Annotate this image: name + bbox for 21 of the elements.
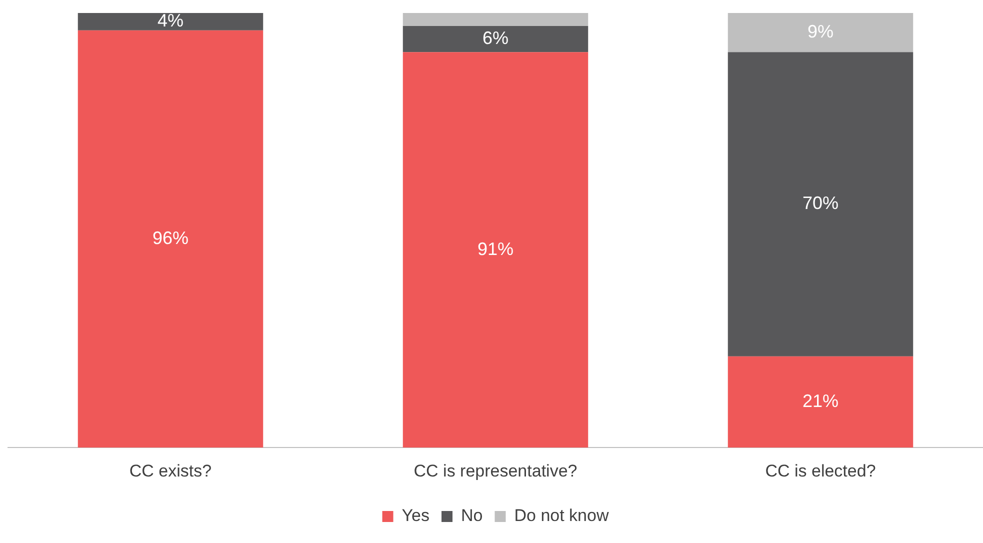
x-tick-label: CC is representative? — [414, 461, 578, 480]
bar — [78, 30, 264, 448]
data-label: 9% — [807, 22, 834, 42]
bar — [402, 13, 588, 26]
data-label: 6% — [482, 28, 509, 48]
bar — [728, 13, 914, 52]
legend-label: No — [461, 506, 483, 526]
data-label: 70% — [802, 193, 839, 214]
legend-label: Yes — [402, 506, 430, 526]
bar — [402, 26, 588, 52]
bar — [728, 356, 914, 448]
data-label: 91% — [477, 238, 514, 259]
data-label: 96% — [152, 228, 189, 248]
bar — [402, 52, 588, 448]
bar — [728, 52, 914, 356]
data-label: 21% — [802, 390, 839, 411]
legend-label: Do not know — [514, 506, 610, 526]
data-label: 4% — [157, 10, 184, 31]
bar — [78, 13, 264, 30]
x-tick-label: CC is elected? — [765, 461, 876, 480]
x-tick-label: CC exists? — [129, 461, 212, 480]
